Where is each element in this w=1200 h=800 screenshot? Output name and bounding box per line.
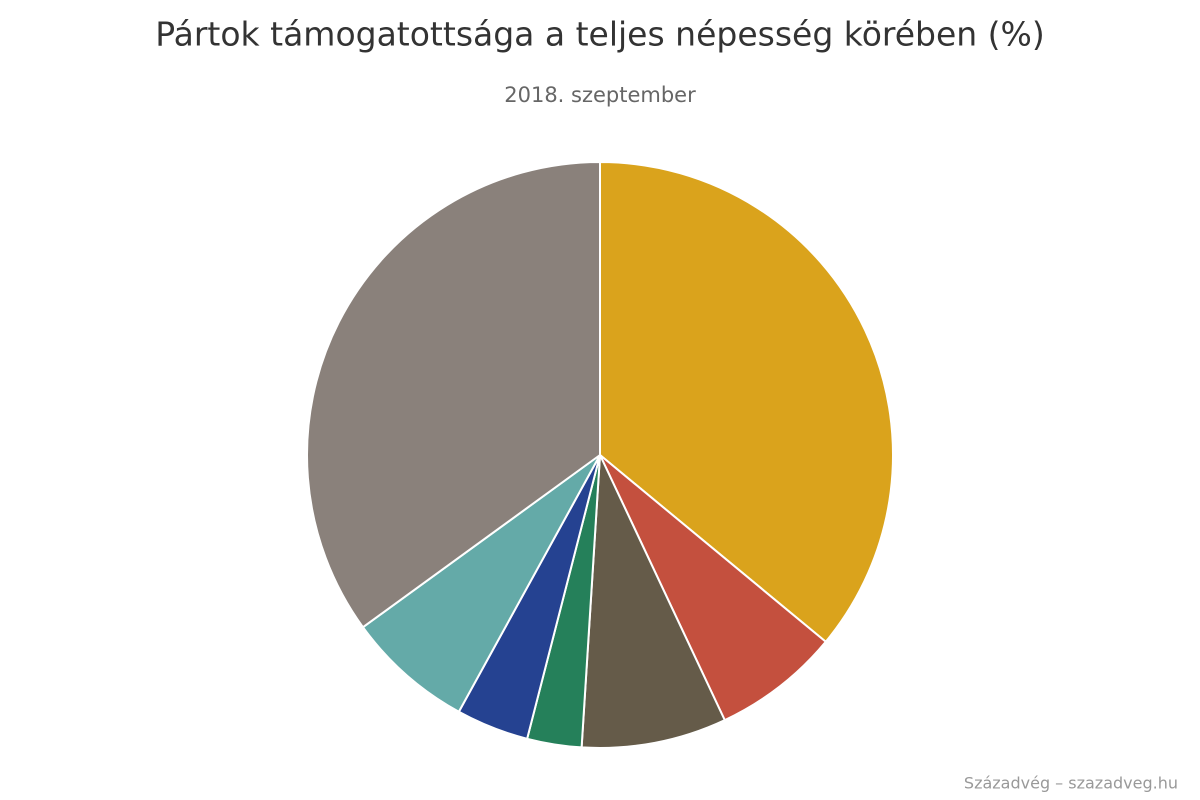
pie-slice <box>361 454 601 713</box>
pie-slice <box>599 161 894 643</box>
pie-slice <box>599 454 827 722</box>
pie-slice <box>306 161 601 629</box>
chart-subtitle: 2018. szeptember <box>504 83 696 107</box>
chart-title: Pártok támogatottsága a teljes népesség … <box>155 15 1045 54</box>
pie <box>306 161 894 749</box>
pie-slice <box>580 454 726 749</box>
credits[interactable]: Századvég – szazadveg.hu <box>964 774 1178 793</box>
